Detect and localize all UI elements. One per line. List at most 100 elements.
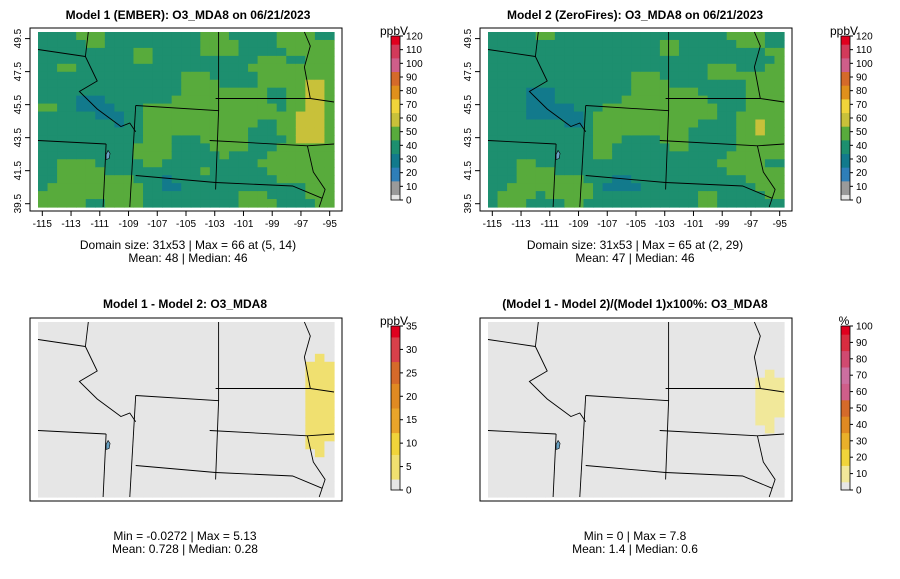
grid-cell (717, 345, 728, 355)
grid-cell (209, 425, 221, 434)
grid-cell (85, 401, 96, 411)
grid-cell (745, 441, 756, 450)
grid-cell (286, 489, 297, 498)
state-border (215, 182, 323, 199)
grid-cell (602, 143, 613, 152)
grid-cell (200, 489, 211, 498)
grid-cell (545, 127, 556, 137)
grid-cell (200, 111, 211, 121)
grid-cell (162, 32, 173, 41)
grid-cell (507, 441, 518, 450)
colorbar-segment (841, 350, 850, 354)
grid-cell (774, 127, 785, 137)
grid-cell (114, 151, 125, 160)
grid-cell (66, 47, 77, 57)
colorbar-segment (391, 484, 400, 488)
grid-cell (152, 183, 163, 192)
grid-cell (104, 481, 115, 490)
grid-cell (47, 401, 58, 411)
colorbar-segment (391, 421, 400, 425)
grid-cell (612, 111, 623, 121)
grid-cell (717, 417, 728, 427)
grid-cell (554, 457, 565, 466)
grid-cell (171, 119, 182, 129)
grid-cell (47, 473, 58, 482)
grid-cell (276, 143, 287, 152)
grid-cell (286, 167, 297, 176)
grid-cell (621, 183, 632, 192)
grid-cell (104, 353, 115, 363)
grid-cell (324, 337, 335, 347)
colorbar-tick-label: 20 (406, 392, 418, 403)
lake-shape (555, 149, 561, 160)
state-border (760, 98, 785, 103)
grid-cell (104, 87, 115, 97)
grid-cell (545, 433, 556, 442)
grid-cell (593, 449, 604, 458)
grid-cell (650, 32, 661, 41)
grid-cell (745, 111, 756, 121)
grid-cell (162, 143, 173, 152)
grid-cell (200, 417, 211, 427)
state-border (209, 430, 308, 437)
grid-cell (564, 175, 575, 184)
grid-cell (295, 457, 306, 466)
grid-cell (314, 175, 326, 184)
grid-cell (276, 393, 287, 403)
grid-cell (85, 151, 96, 160)
grid-cell (583, 401, 594, 411)
grid-cell (516, 449, 527, 458)
grid-cell (526, 95, 537, 105)
grid-cell (66, 79, 77, 89)
grid-cell (526, 441, 537, 450)
grid-cell (717, 425, 728, 434)
grid-cell (688, 322, 699, 331)
grid-cell (774, 167, 785, 176)
grid-cell (238, 465, 249, 474)
grid-cell (305, 385, 316, 395)
grid-cell (774, 361, 785, 371)
grid-cell (200, 353, 211, 363)
grid-cell (640, 337, 651, 347)
grid-cell (755, 47, 766, 57)
colorbar-segment (391, 134, 400, 138)
grid-cell (631, 183, 642, 192)
grid-cell (535, 425, 546, 434)
colorbar-tick-label: 90 (856, 338, 868, 349)
grid-cell (698, 103, 709, 113)
grid-cell (114, 401, 125, 411)
grid-cell (305, 87, 316, 97)
grid-cell (257, 329, 268, 339)
grid-cell (85, 111, 96, 121)
grid-cell (133, 71, 144, 81)
grid-cell (114, 79, 125, 89)
grid-cell (583, 151, 594, 160)
grid-cell (698, 39, 709, 49)
grid-cell (688, 79, 699, 89)
colorbar-segment (391, 336, 400, 341)
grid-cell (181, 345, 192, 355)
grid-cell (602, 175, 613, 184)
grid-cell (38, 55, 49, 65)
grid-cell (593, 377, 604, 387)
grid-cell (564, 377, 575, 387)
grid-cell (650, 47, 661, 57)
grid-cell (76, 151, 87, 160)
grid-cell (650, 103, 661, 113)
grid-cell (295, 47, 306, 57)
colorbar-segment (841, 454, 850, 458)
colorbar-segment (841, 66, 850, 70)
grid-cell (602, 71, 613, 81)
grid-cell (573, 329, 585, 339)
colorbar-frame (390, 325, 401, 491)
grid-cell (171, 79, 182, 89)
colorbar-tick-label: 10 (406, 439, 418, 450)
grid-cell (764, 337, 776, 347)
grid-cell (545, 47, 556, 57)
grid-cell (85, 71, 96, 81)
grid-cell (631, 449, 642, 458)
grid-cell (238, 32, 249, 41)
colorbar-segment (391, 451, 400, 455)
grid-cell (95, 441, 106, 450)
grid-cell (698, 481, 709, 490)
